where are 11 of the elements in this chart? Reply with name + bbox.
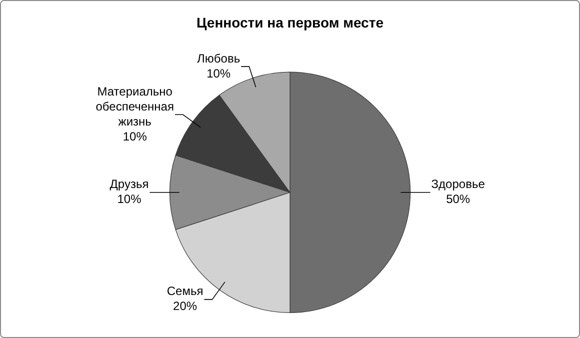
slice-label: Семья — [166, 284, 204, 298]
data-label: 10% — [122, 129, 148, 144]
data-label: 50% — [446, 192, 470, 206]
slice-label: Любовь — [197, 51, 240, 66]
data-label: 10% — [117, 192, 142, 206]
slice-label: Здоровье — [431, 177, 486, 192]
data-label: 20% — [173, 299, 198, 314]
slice-label: Материально обеспеченная жизнь — [96, 84, 174, 128]
data-label: 10% — [206, 66, 231, 80]
chart-title: Ценности на первом месте — [196, 14, 384, 30]
slice-label: Друзья — [110, 177, 149, 192]
